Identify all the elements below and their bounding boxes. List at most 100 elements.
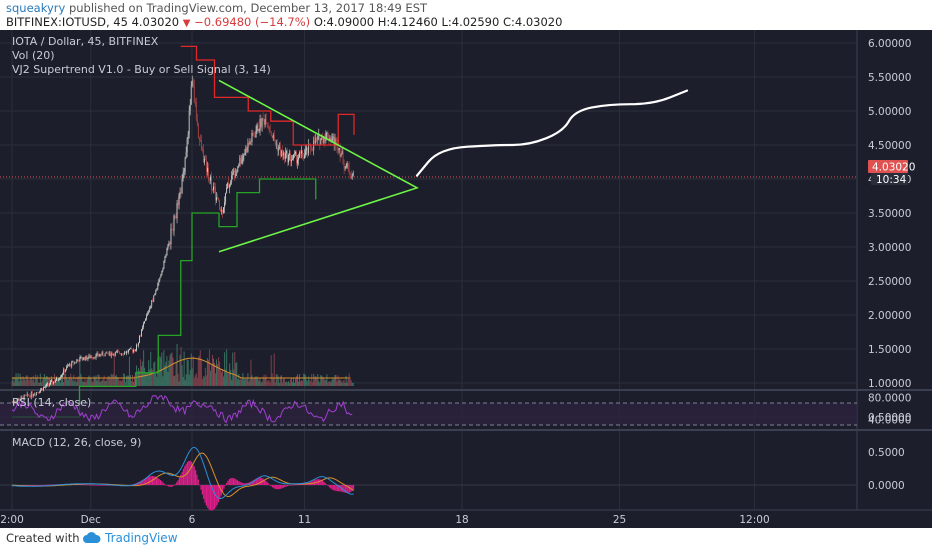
volume-bar-131 bbox=[144, 367, 146, 386]
macd-histogram-bar-137 bbox=[196, 474, 198, 485]
countdown-label: 10:34 bbox=[876, 174, 907, 186]
volume-bar-96 bbox=[108, 376, 110, 386]
candle-body-43 bbox=[55, 380, 56, 383]
volume-bar-50 bbox=[62, 373, 64, 386]
volume-bar-10 bbox=[21, 380, 23, 386]
volume-bar-179 bbox=[192, 356, 194, 386]
candle-body-79 bbox=[91, 356, 93, 358]
drawings bbox=[218, 79, 689, 253]
candle-body-248 bbox=[262, 118, 264, 120]
macd-histogram-bar-197 bbox=[277, 485, 279, 490]
volume-bar-187 bbox=[200, 360, 202, 386]
volume-bar-215 bbox=[229, 363, 231, 386]
volume-bar-147 bbox=[160, 357, 162, 386]
candle-body-212 bbox=[226, 187, 228, 193]
author-link[interactable]: squeakyry bbox=[6, 1, 66, 15]
candle-body-276 bbox=[291, 159, 292, 162]
macd-histogram-bar-162 bbox=[230, 478, 232, 485]
volume-bar-233 bbox=[247, 373, 249, 386]
candle-body-238 bbox=[252, 132, 254, 136]
volume-bar-33 bbox=[44, 378, 46, 386]
time-tick-5: 25 bbox=[613, 514, 626, 526]
candle-body-82 bbox=[94, 357, 96, 359]
candle-body-203 bbox=[217, 197, 218, 199]
candle-body-305 bbox=[320, 138, 322, 145]
volume-bar-295 bbox=[310, 381, 312, 386]
candle-body-316 bbox=[331, 139, 333, 142]
macd-histogram-bar-158 bbox=[224, 485, 226, 486]
macd-histogram-bar-214 bbox=[300, 484, 302, 485]
candle-body-312 bbox=[327, 132, 329, 139]
candle-body-206 bbox=[220, 209, 221, 211]
volume-bar-174 bbox=[187, 360, 189, 386]
candle-body-8 bbox=[19, 399, 21, 401]
candle-body-265 bbox=[279, 146, 281, 156]
candle-body-91 bbox=[103, 355, 105, 357]
grid-lines bbox=[0, 30, 932, 511]
candle-body-306 bbox=[321, 135, 323, 139]
volume-bar-282 bbox=[297, 374, 299, 386]
volume-bar-61 bbox=[73, 374, 75, 386]
rsi-line bbox=[11, 394, 353, 424]
volume-bar-234 bbox=[248, 381, 250, 386]
candle-body-111 bbox=[123, 352, 125, 355]
volume-bar-311 bbox=[326, 374, 328, 386]
candle-body-41 bbox=[53, 381, 54, 384]
macd-histogram-bar-20 bbox=[38, 485, 40, 486]
macd-histogram-bar-159 bbox=[226, 482, 228, 485]
macd-histogram-bar-170 bbox=[240, 482, 243, 485]
volume-bar-270 bbox=[284, 382, 286, 386]
candle-body-181 bbox=[194, 101, 196, 103]
candle-body-165 bbox=[178, 194, 180, 205]
macd-histogram-bar-229 bbox=[320, 479, 322, 485]
volume-bar-182 bbox=[195, 373, 197, 386]
volume-bar-262 bbox=[276, 374, 278, 386]
volume-bar-269 bbox=[283, 377, 285, 386]
macd-histogram-bar-228 bbox=[319, 479, 321, 485]
macd-histogram-bar-213 bbox=[298, 484, 301, 486]
candle-body-34 bbox=[46, 384, 47, 387]
volume-bar-134 bbox=[147, 372, 149, 386]
macd-histogram-bar-64 bbox=[97, 485, 99, 486]
price-tick-5: 3.50000 bbox=[868, 208, 911, 220]
volume-bar-140 bbox=[153, 362, 155, 386]
candle-body-107 bbox=[119, 353, 121, 355]
candle-body-282 bbox=[297, 159, 298, 164]
candle-body-315 bbox=[330, 137, 332, 142]
candle-body-139 bbox=[152, 300, 154, 302]
candle-body-236 bbox=[250, 141, 252, 143]
volume-bar-115 bbox=[127, 375, 129, 386]
volume-bar-324 bbox=[339, 379, 341, 386]
volume-bar-88 bbox=[100, 380, 102, 386]
macd-histogram-bar-16 bbox=[33, 485, 35, 486]
volume-bar-18 bbox=[29, 378, 31, 386]
volume-bar-284 bbox=[299, 374, 301, 386]
chart-canvas[interactable]: 6.000005.500005.000004.500004.000003.500… bbox=[0, 30, 932, 528]
candle-body-9 bbox=[20, 396, 22, 400]
candle-body-251 bbox=[265, 119, 267, 124]
macd-histogram-bar-10 bbox=[24, 485, 27, 486]
supertrend-up-line bbox=[12, 178, 317, 418]
volume-bar-123 bbox=[136, 365, 138, 386]
candle-body-242 bbox=[256, 124, 258, 132]
candle-body-258 bbox=[272, 135, 274, 138]
price-candles bbox=[11, 75, 354, 405]
chart-footer: Created with TradingView bbox=[0, 528, 932, 550]
macd-histogram-bar-13 bbox=[28, 485, 31, 486]
candle-body-178 bbox=[191, 80, 193, 86]
volume-bar-213 bbox=[227, 373, 229, 386]
candle-body-215 bbox=[229, 184, 231, 188]
candle-body-103 bbox=[115, 351, 117, 353]
volume-bar-92 bbox=[104, 381, 106, 386]
tradingview-logo[interactable]: TradingView bbox=[82, 531, 178, 545]
volume-bar-163 bbox=[176, 343, 178, 386]
candle-body-74 bbox=[86, 355, 88, 360]
volume-bar-8 bbox=[19, 373, 21, 386]
volume-bar-143 bbox=[156, 376, 158, 386]
macd-histogram-bar-168 bbox=[238, 481, 240, 485]
candle-body-179 bbox=[192, 80, 194, 85]
macd-histogram-bar-234 bbox=[327, 485, 329, 486]
macd-histogram-bar-149 bbox=[212, 485, 214, 511]
candle-body-50 bbox=[62, 374, 64, 376]
macd-histogram-bar-67 bbox=[101, 485, 104, 486]
